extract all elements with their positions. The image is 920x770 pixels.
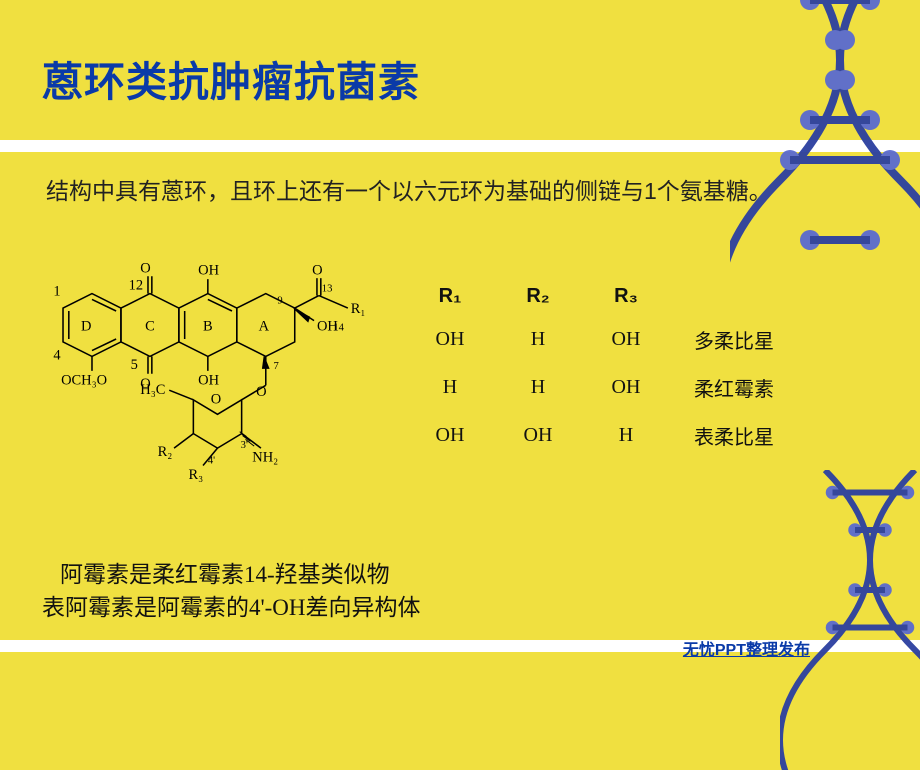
svg-text:NH₂: NH₂: [252, 450, 278, 466]
svg-text:B: B: [203, 318, 213, 334]
drug-name: 柔红霉素: [694, 373, 774, 402]
svg-text:9: 9: [277, 295, 282, 306]
svg-text:R₃: R₃: [189, 467, 204, 483]
page-title: 蒽环类抗肿瘤抗菌素: [42, 48, 420, 108]
col-r2: R₂: [518, 285, 558, 308]
svg-text:O: O: [312, 262, 322, 278]
svg-text:D: D: [81, 318, 91, 334]
note-line-2: 表阿霉素是阿霉素的4'-OH差向异构体: [42, 588, 421, 622]
svg-text:OH: OH: [198, 372, 219, 388]
col-r1: R₁: [430, 285, 470, 308]
table-row: OH OH H 表柔比星: [430, 420, 774, 450]
cell: OH: [606, 376, 646, 399]
svg-text:O: O: [211, 392, 221, 408]
drug-name: 多柔比星: [694, 325, 774, 354]
svg-text:3': 3': [241, 440, 248, 451]
svg-text:7: 7: [274, 361, 279, 372]
svg-text:4': 4': [208, 456, 215, 467]
cell: OH: [430, 328, 470, 351]
svg-text:A: A: [259, 318, 270, 334]
svg-text:5: 5: [131, 357, 138, 373]
svg-text:14: 14: [333, 322, 344, 333]
intro-text: 结构中具有蒽环，且环上还有一个以六元环为基础的侧链与1个氨基糖。: [46, 175, 806, 208]
cell: H: [518, 328, 558, 351]
svg-text:1: 1: [53, 284, 60, 300]
svg-text:12: 12: [129, 278, 143, 294]
svg-text:H₃C: H₃C: [140, 382, 165, 398]
table-row: OH H OH 多柔比星: [430, 324, 774, 354]
cell: OH: [606, 328, 646, 351]
cell: H: [606, 424, 646, 447]
svg-text:OCH₃O: OCH₃O: [61, 372, 107, 388]
footer-attribution: 无忧PPT整理发布: [683, 636, 810, 660]
substituent-table: R₁ R₂ R₃ OH H OH 多柔比星 H H OH 柔红霉素 OH OH …: [430, 285, 774, 468]
chemical-structure: 1 4 O 12 OH O 5 OH OCH₃O D C B A 9 O 13 …: [40, 255, 395, 535]
svg-text:13: 13: [322, 284, 333, 295]
svg-text:OH: OH: [198, 262, 219, 278]
cell: H: [430, 376, 470, 399]
cell: OH: [430, 424, 470, 447]
dna-decoration-bottom: [780, 470, 920, 770]
svg-text:4: 4: [53, 347, 61, 363]
table-row: H H OH 柔红霉素: [430, 372, 774, 402]
svg-text:O: O: [140, 260, 150, 276]
cell: OH: [518, 424, 558, 447]
col-r3: R₃: [606, 285, 646, 308]
drug-name: 表柔比星: [694, 421, 774, 450]
svg-text:R₂: R₂: [158, 444, 173, 460]
cell: H: [518, 376, 558, 399]
svg-text:O: O: [256, 384, 266, 400]
note-line-1: 阿霉素是柔红霉素14-羟基类似物: [60, 555, 390, 589]
svg-text:C: C: [145, 318, 155, 334]
svg-text:R₁: R₁: [351, 301, 366, 317]
table-header-row: R₁ R₂ R₃: [430, 285, 774, 308]
